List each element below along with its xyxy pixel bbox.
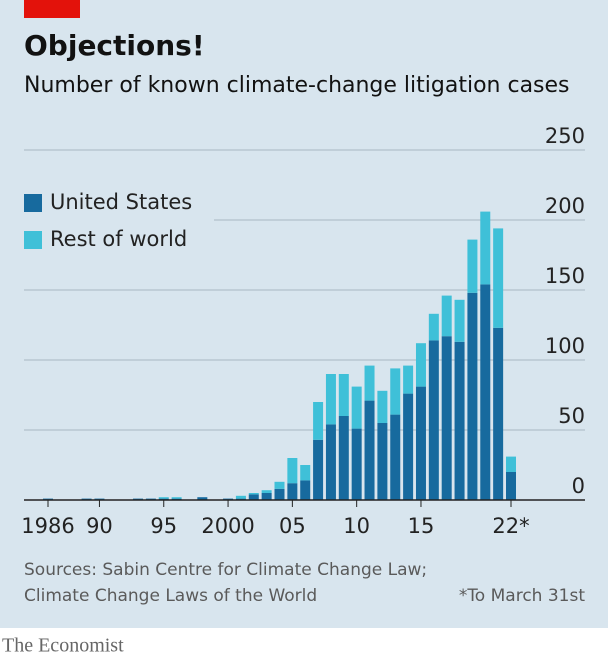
legend-swatch	[24, 194, 42, 212]
bar	[428, 313, 439, 341]
bar	[467, 292, 478, 500]
y-tick-label: 150	[545, 264, 585, 288]
bar	[415, 386, 426, 500]
bar	[506, 472, 516, 500]
source: Climate Change Laws of the World	[24, 586, 317, 606]
bar	[454, 341, 465, 500]
bar	[171, 497, 182, 499]
x-tick-label: 10	[343, 514, 370, 538]
bar	[274, 488, 285, 500]
bar	[403, 393, 414, 500]
chart-subtitle: Number of known climate-change litigatio…	[24, 73, 570, 98]
bar	[338, 416, 349, 500]
bar	[415, 343, 426, 387]
bar	[377, 390, 388, 423]
background	[0, 0, 608, 628]
bar	[325, 374, 336, 425]
bar	[467, 239, 478, 293]
bar	[274, 481, 285, 489]
y-tick-label: 0	[572, 474, 585, 498]
bar	[248, 494, 259, 500]
bar	[506, 456, 516, 472]
bar	[235, 495, 246, 499]
x-tick-label: 95	[150, 514, 177, 538]
legend-label: Rest of world	[50, 227, 187, 251]
bar	[364, 365, 375, 401]
x-tick-label: 90	[86, 514, 113, 538]
bar	[158, 497, 169, 499]
bar	[325, 424, 336, 500]
y-tick-label: 100	[545, 334, 585, 358]
bar	[454, 299, 465, 342]
bar	[480, 284, 491, 500]
bar	[197, 497, 208, 500]
bar	[261, 493, 272, 500]
bar	[313, 439, 324, 500]
bar	[493, 228, 504, 328]
chart-title: Objections!	[24, 29, 205, 62]
bar	[287, 458, 298, 484]
x-tick-label: 2000	[201, 514, 254, 538]
y-tick-label: 200	[545, 194, 585, 218]
bar	[428, 340, 439, 500]
legend: United States Rest of world	[20, 182, 214, 262]
x-tick-label: 05	[279, 514, 306, 538]
x-tick-label: 1986	[21, 514, 74, 538]
bar	[480, 211, 491, 285]
red-tag	[24, 0, 80, 18]
brand: The Economist	[2, 635, 124, 657]
bar	[441, 336, 452, 500]
bar	[338, 374, 349, 416]
bar	[377, 423, 388, 500]
bar	[300, 465, 311, 481]
note: *To March 31st	[459, 586, 586, 606]
bar	[390, 414, 401, 500]
y-tick-label: 250	[545, 124, 585, 148]
bar	[493, 327, 504, 500]
legend-background	[20, 182, 214, 262]
source: Sources: Sabin Centre for Climate Change…	[24, 560, 427, 580]
legend-label: United States	[50, 190, 192, 214]
bar	[313, 402, 324, 440]
bar	[441, 295, 452, 337]
bar	[390, 368, 401, 415]
bar	[351, 386, 362, 429]
x-tick-label: 15	[408, 514, 435, 538]
bar	[261, 490, 272, 493]
bar	[248, 493, 259, 495]
y-tick-label: 50	[558, 404, 585, 428]
bar	[364, 400, 375, 500]
bar	[287, 483, 298, 500]
legend-swatch	[24, 231, 42, 249]
bar	[351, 428, 362, 500]
x-tick-label: 22*	[492, 514, 529, 538]
bar	[300, 480, 311, 500]
bar	[403, 365, 414, 394]
